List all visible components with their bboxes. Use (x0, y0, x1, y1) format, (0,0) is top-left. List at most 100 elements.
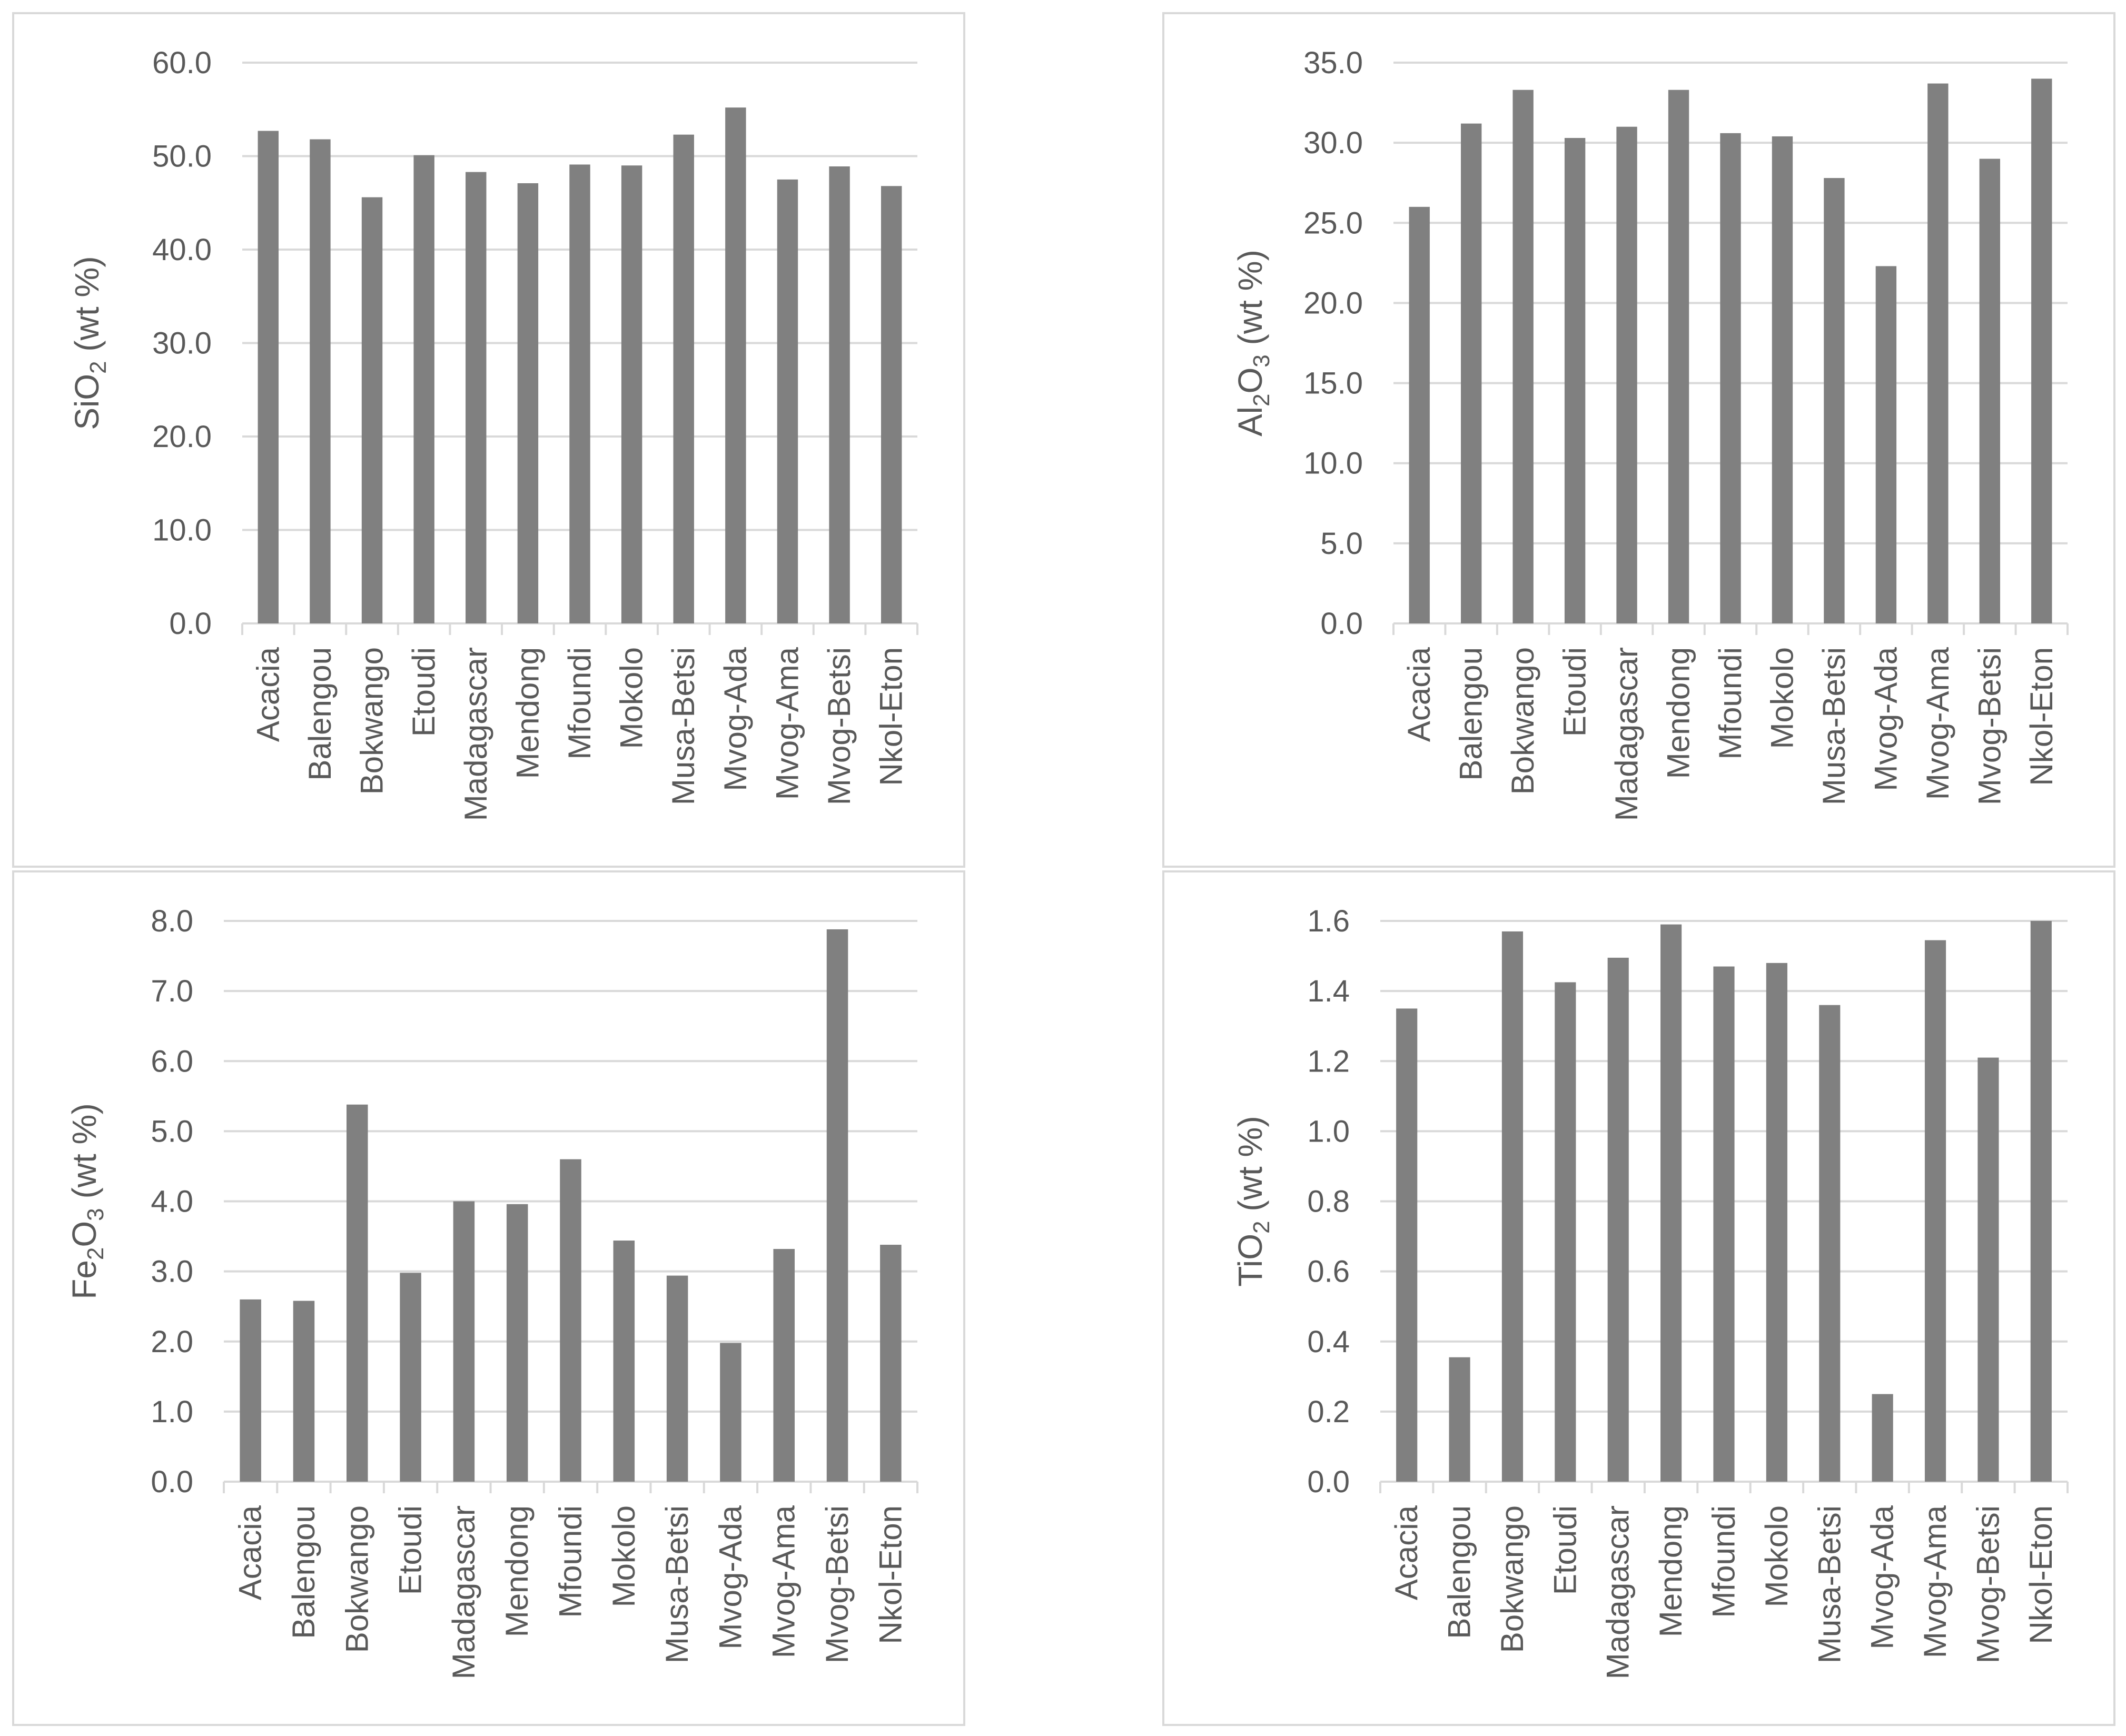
y-tick-label: 0.0 (169, 607, 212, 641)
bar (1607, 957, 1629, 1482)
x-category-label: Madagascar (1609, 647, 1644, 821)
x-category-label: Mvog-Ama (1920, 647, 1955, 800)
bar (310, 139, 331, 623)
x-category-label: Bokwango (339, 1505, 374, 1653)
x-category-label: Nkol-Eton (873, 1505, 908, 1644)
chart-panel-fe2o3: 0.0 1.0 2.0 3.0 4.0 5.0 6.0 7.0 8.0 Acacia Balengo… (12, 870, 965, 1726)
x-category-label: Mokolo (1759, 1505, 1794, 1607)
y-tick-label: 1.2 (1307, 1044, 1350, 1078)
x-category-label: Mendong (1661, 647, 1696, 779)
y-tick-label: 60.0 (152, 46, 212, 80)
chart-al2o3: 0.0 5.0 10.0 15.0 20.0 25.0 30.0 35.0 Acacia Bale… (1231, 46, 2069, 821)
bar (506, 1204, 528, 1482)
x-category-label: Acacia (1401, 647, 1437, 742)
x-category-label: Mvog-Betsi (822, 647, 857, 805)
bar (1501, 931, 1524, 1482)
y-tick-label: 0.2 (1307, 1395, 1350, 1429)
bar (1449, 1357, 1470, 1482)
x-category-label: Mvog-Ada (718, 647, 753, 791)
bar (1555, 982, 1576, 1482)
x-category-label: Mvog-Ada (1865, 1505, 1900, 1649)
bar (1977, 1057, 1999, 1482)
bar (881, 186, 902, 623)
x-category-label: Etoudi (1547, 1505, 1583, 1595)
bar (720, 1343, 741, 1482)
y-tick-label: 30.0 (152, 326, 212, 361)
bar (1713, 966, 1735, 1482)
bar (621, 165, 642, 623)
y-tick-label: 10.0 (152, 513, 212, 548)
y-tick-label: 3.0 (151, 1255, 193, 1289)
bar (1819, 1005, 1841, 1482)
x-category-label: Mendong (510, 647, 545, 779)
x-category-label: Mvog-Ada (713, 1505, 748, 1649)
bar (258, 131, 279, 623)
bar (2030, 921, 2052, 1482)
x-category-label: Nkol-Eton (874, 647, 909, 786)
x-category-label: Bokwango (354, 647, 390, 795)
y-tick-label: 1.0 (1307, 1114, 1350, 1148)
bar (1616, 126, 1637, 623)
y-tick-label: 20.0 (152, 420, 212, 454)
x-category-label: Balengou (286, 1505, 321, 1639)
x-category-label: Mfoundi (562, 647, 597, 759)
bar (453, 1201, 475, 1482)
y-tick-label: 1.4 (1307, 974, 1350, 1008)
bar (777, 179, 798, 623)
bar (1564, 138, 1586, 623)
x-category-label: Acacia (250, 647, 285, 742)
y-tick-label: 2.0 (151, 1325, 193, 1359)
x-category-label: Musa-Betsi (1816, 647, 1852, 805)
bar (1927, 83, 1949, 624)
bar (517, 183, 539, 624)
bar (293, 1301, 315, 1482)
x-category-label: Acacia (1389, 1505, 1424, 1600)
x-category-label: Acacia (233, 1505, 268, 1600)
x-category-label: Nkol-Eton (2024, 647, 2059, 786)
x-category-label: Etoudi (1557, 647, 1593, 737)
x-category-label: Mvog-Ama (1917, 1505, 1953, 1658)
bar (1979, 158, 2000, 624)
y-tick-label: 0.0 (1307, 1465, 1350, 1499)
x-category-label: Mfoundi (1713, 647, 1748, 759)
bar (1720, 133, 1741, 623)
y-tick-label: 1.0 (151, 1395, 193, 1429)
bar (826, 929, 848, 1482)
y-tick-label: 0.0 (1320, 607, 1363, 641)
bar (613, 1241, 635, 1482)
chart-panel-tio2: 0.0 0.2 0.4 0.6 0.8 1.0 1.2 1.4 1.6 Acacia Balengo… (1162, 870, 2115, 1726)
bar (413, 155, 434, 624)
x-category-label: Balengou (1442, 1505, 1477, 1639)
bar (1396, 1008, 1418, 1482)
y-tick-label: 50.0 (152, 140, 212, 174)
bar (1461, 123, 1482, 624)
x-category-label: Musa-Betsi (1812, 1505, 1847, 1663)
bar (2031, 78, 2052, 623)
x-category-label: Musa-Betsi (659, 1505, 695, 1663)
y-tick-label: 4.0 (151, 1185, 193, 1219)
bar (1772, 136, 1793, 623)
x-category-label: Madagascar (1600, 1505, 1636, 1679)
y-tick-label: 40.0 (152, 233, 212, 267)
y-tick-label: 30.0 (1303, 126, 1363, 160)
bar (240, 1299, 261, 1482)
y-tick-label: 0.8 (1307, 1185, 1350, 1219)
y-tick-label: 8.0 (151, 904, 193, 938)
bar (560, 1159, 581, 1482)
bar (1924, 940, 1946, 1482)
y-tick-label: 7.0 (151, 974, 193, 1008)
x-category-label: Etoudi (393, 1505, 428, 1595)
y-tick-label: 0.0 (151, 1465, 193, 1499)
bar (725, 107, 746, 623)
x-category-label: Mendong (499, 1505, 535, 1637)
x-category-label: Mvog-Ada (1868, 647, 1903, 791)
x-category-label: Madagascar (446, 1505, 481, 1679)
y-tick-label: 1.6 (1307, 904, 1350, 938)
chart-panel-al2o3: 0.0 5.0 10.0 15.0 20.0 25.0 30.0 35.0 Acacia Bale… (1162, 12, 2115, 868)
bar (569, 164, 590, 624)
bar (1660, 924, 1682, 1482)
y-tick-label: 35.0 (1303, 46, 1363, 80)
chart-fe2o3: 0.0 1.0 2.0 3.0 4.0 5.0 6.0 7.0 8.0 Acacia Balengo… (65, 904, 918, 1679)
x-category-label: Mvog-Betsi (1970, 1505, 2005, 1663)
x-category-label: Mfoundi (1706, 1505, 1742, 1618)
